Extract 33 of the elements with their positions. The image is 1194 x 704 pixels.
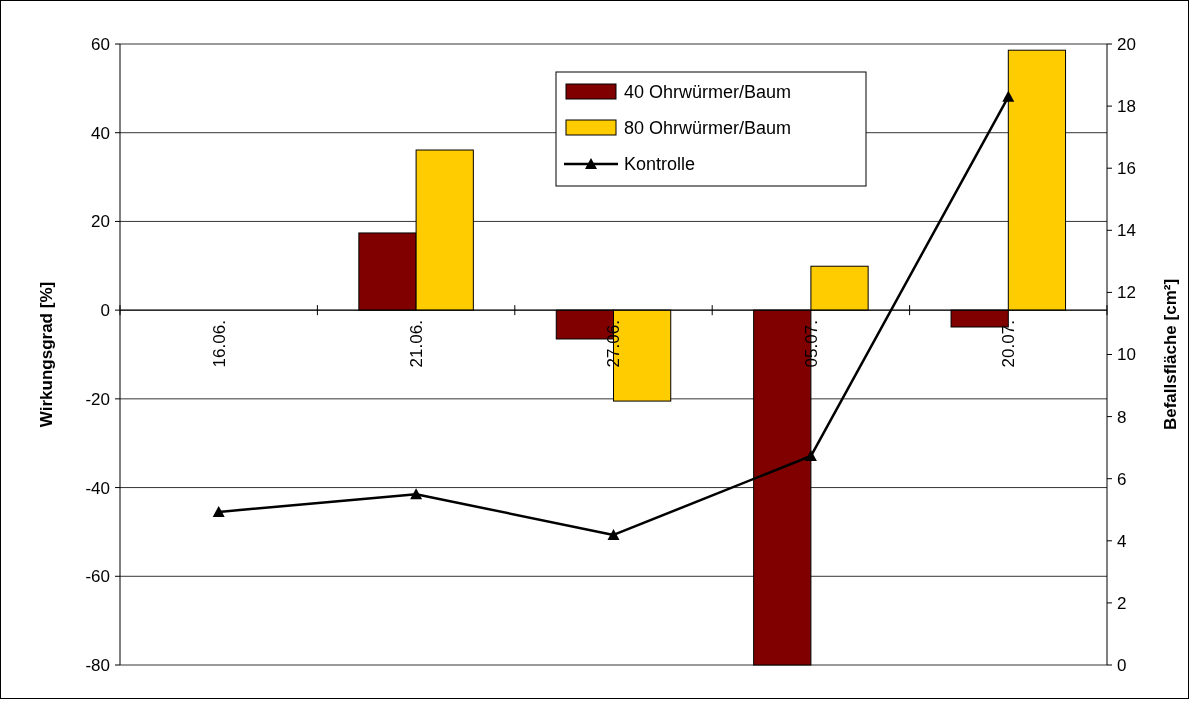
y-tick-label: -20	[85, 389, 110, 409]
point	[607, 528, 620, 540]
y2-tick-label: 12	[1117, 283, 1136, 303]
point	[1002, 90, 1015, 102]
y2-tick-label: 10	[1117, 345, 1136, 365]
y-tick-label: 40	[91, 123, 110, 143]
x-tick-label: 20.07.	[999, 320, 1019, 368]
point	[804, 450, 817, 462]
y2-tick-label: 14	[1117, 221, 1136, 241]
y2-tick-label: 2	[1117, 593, 1127, 613]
y-tick-label: 20	[91, 212, 110, 232]
x-tick-label: 16.06.	[209, 320, 229, 368]
point	[410, 488, 423, 500]
y2-tick-label: 18	[1117, 97, 1136, 117]
y2-tick-label: 6	[1117, 469, 1127, 489]
y-tick-label: -80	[85, 655, 110, 675]
legend-label: 80 Ohrwürmer/Baum	[624, 118, 792, 139]
y2-tick-label: 0	[1117, 655, 1127, 675]
legend-label: Kontrolle	[624, 154, 696, 175]
y2-tick-label: 8	[1117, 407, 1127, 427]
y2-axis-title: Befallsfläche [cm²]	[1161, 278, 1180, 431]
y2-tick-label: 20	[1117, 34, 1136, 54]
y-axis-title: Wirkungsgrad [%]	[37, 281, 56, 428]
x-tick-label: 21.06.	[407, 320, 427, 368]
y-tick-label: 0	[100, 301, 110, 321]
y-tick-label: 60	[91, 34, 110, 54]
y2-tick-label: 16	[1117, 159, 1136, 179]
point	[212, 505, 225, 517]
x-tick-label: 05.07.	[801, 320, 821, 368]
y-tick-label: -40	[85, 478, 110, 498]
y-tick-label: -60	[85, 567, 110, 587]
legend-label: 40 Ohrwürmer/Baum	[624, 82, 792, 103]
y2-tick-label: 4	[1117, 531, 1127, 551]
